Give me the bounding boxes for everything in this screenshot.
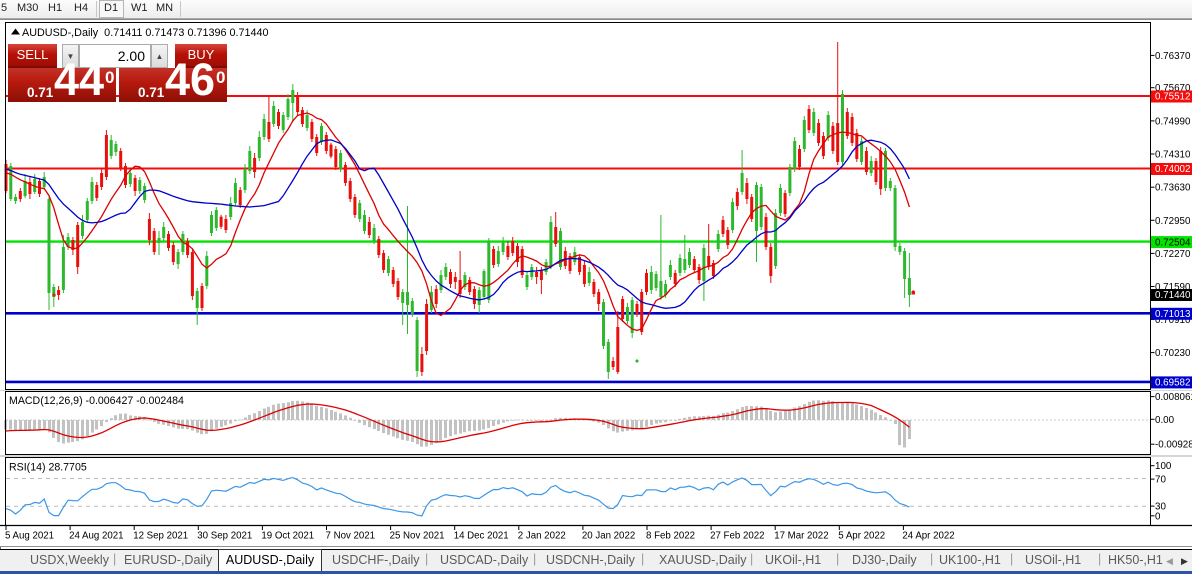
svg-text:-0.009286: -0.009286 [1155, 440, 1192, 451]
svg-text:30: 30 [1155, 502, 1166, 513]
svg-text:0.76370: 0.76370 [1155, 51, 1191, 62]
svg-text:0.71440: 0.71440 [1155, 290, 1191, 301]
svg-text:70: 70 [1155, 475, 1166, 486]
svg-text:30 Sep 2021: 30 Sep 2021 [197, 531, 252, 542]
svg-text:0.73630: 0.73630 [1155, 183, 1191, 194]
svg-text:0.72504: 0.72504 [1155, 237, 1191, 248]
svg-text:0.70230: 0.70230 [1155, 348, 1191, 359]
svg-text:14 Dec 2021: 14 Dec 2021 [454, 531, 509, 542]
svg-text:24 Aug 2021: 24 Aug 2021 [69, 531, 123, 542]
svg-text:0.75512: 0.75512 [1155, 92, 1190, 103]
svg-text:0.69582: 0.69582 [1155, 378, 1190, 389]
svg-text:0.70910: 0.70910 [1155, 315, 1191, 326]
svg-text:0.75670: 0.75670 [1155, 83, 1191, 94]
svg-text:19 Oct 2021: 19 Oct 2021 [261, 531, 314, 542]
svg-text:8 Feb 2022: 8 Feb 2022 [646, 531, 695, 542]
svg-text:5 Aug 2021: 5 Aug 2021 [5, 531, 54, 542]
svg-text:0.008061: 0.008061 [1155, 392, 1192, 403]
svg-text:0.72950: 0.72950 [1155, 216, 1191, 227]
svg-text:0.71013: 0.71013 [1155, 309, 1191, 320]
svg-text:0.71590: 0.71590 [1155, 282, 1191, 293]
svg-text:5 Apr 2022: 5 Apr 2022 [838, 531, 885, 542]
svg-text:27 Feb 2022: 27 Feb 2022 [710, 531, 764, 542]
svg-text:20 Jan 2022: 20 Jan 2022 [582, 531, 635, 542]
svg-text:100: 100 [1155, 461, 1172, 472]
svg-text:0: 0 [1155, 511, 1161, 522]
svg-text:0.72270: 0.72270 [1155, 249, 1191, 260]
svg-text:RSI(14) 28.7705: RSI(14) 28.7705 [9, 462, 87, 474]
svg-text:0.74990: 0.74990 [1155, 116, 1191, 127]
svg-text:AUDUSD-,Daily 0.71411 0.71473: AUDUSD-,Daily 0.71411 0.71473 0.71396 0.… [22, 27, 269, 39]
svg-text:12 Sep 2021: 12 Sep 2021 [133, 531, 188, 542]
svg-text:2 Jan 2022: 2 Jan 2022 [518, 531, 566, 542]
svg-text:24 Apr 2022: 24 Apr 2022 [902, 531, 954, 542]
svg-text:0.00: 0.00 [1155, 415, 1175, 426]
svg-text:7 Nov 2021: 7 Nov 2021 [326, 531, 376, 542]
svg-text:25 Nov 2021: 25 Nov 2021 [390, 531, 445, 542]
svg-text:0.74310: 0.74310 [1155, 150, 1191, 161]
svg-text:MACD(12,26,9) -0.006427 -0.002: MACD(12,26,9) -0.006427 -0.002484 [9, 395, 184, 407]
svg-text:0.74002: 0.74002 [1155, 164, 1190, 175]
svg-text:17 Mar 2022: 17 Mar 2022 [774, 531, 828, 542]
